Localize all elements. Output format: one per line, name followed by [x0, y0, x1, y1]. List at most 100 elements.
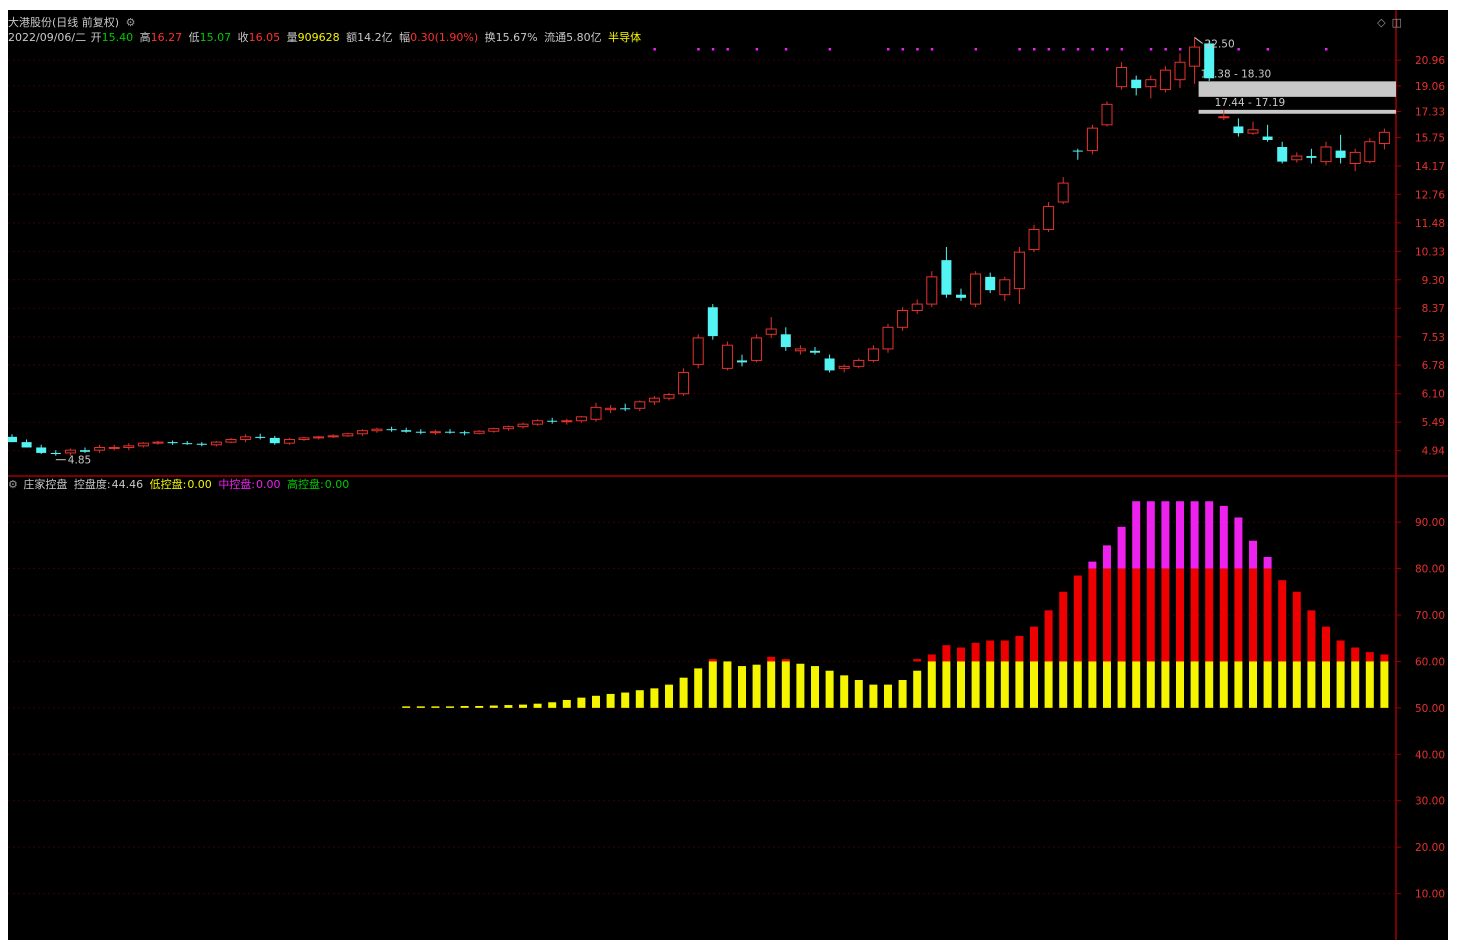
candle-body [327, 435, 339, 438]
candle-body [794, 348, 806, 352]
control-degree-bar [1088, 661, 1097, 708]
price-tick-label: 6.78 [1422, 360, 1445, 372]
diamond-icon[interactable]: ◇ [1377, 16, 1386, 29]
control-degree-bar [1365, 661, 1374, 708]
control-degree-bar [898, 680, 907, 708]
signal-dot [930, 48, 934, 51]
control-degree-bar [577, 697, 586, 708]
control-degree-bar [592, 695, 600, 708]
degree-label: 控盘度: [73, 478, 111, 491]
high-label: 高 [139, 31, 151, 44]
candle-body [356, 430, 368, 435]
candle-body [517, 423, 529, 428]
control-degree-bar [1132, 661, 1141, 708]
mid-control-bar [1322, 626, 1330, 662]
volume-value: 909628 [297, 31, 340, 44]
control-degree-bar [708, 661, 717, 708]
control-degree-bar [606, 693, 615, 708]
candle-body [342, 433, 354, 437]
candle-body [1057, 182, 1069, 203]
candle-body [985, 276, 996, 291]
control-degree-bar [446, 706, 454, 708]
control-degree-bar [723, 661, 732, 708]
candle-body [911, 303, 923, 312]
signal-dot [653, 48, 656, 51]
control-degree-bar [1030, 661, 1038, 708]
control-degree-bar [1176, 661, 1184, 708]
candle-body [1189, 46, 1201, 67]
control-degree-bar [694, 668, 703, 708]
high-control-bar [1103, 545, 1111, 569]
candle-body [459, 432, 470, 434]
control-degree-bar [1307, 661, 1316, 708]
mid-control-bar [1263, 568, 1272, 662]
candle-body [298, 437, 310, 440]
max-price-label: 22.50 [1205, 38, 1235, 50]
candle-body [678, 371, 690, 395]
settings-icon[interactable]: ⚙ [125, 16, 136, 29]
control-degree-bar [460, 706, 469, 708]
candle-body [269, 437, 280, 444]
candle-body [167, 442, 178, 444]
candle-body [1378, 131, 1390, 144]
price-tick-label: 15.75 [1415, 132, 1445, 144]
control-degree-bar [475, 706, 484, 708]
mid-control-bar [1219, 568, 1228, 662]
support-zone-label: 17.44 - 17.19 [1215, 97, 1286, 109]
candle-body [648, 397, 660, 403]
mid-control-bar [708, 659, 717, 662]
mid-control-bar [1292, 591, 1301, 662]
control-degree-bar [1103, 661, 1111, 708]
candle-body [473, 430, 485, 434]
indicator-title-row: ⚙ 庄家控盘 控盘度:44.46 低控盘:0.00 中控盘:0.00 高控盘:0… [8, 478, 352, 491]
mid-control-bar [1249, 568, 1257, 662]
control-degree-bar [519, 704, 527, 708]
indicator-tick-label: 60.00 [1415, 656, 1445, 668]
control-degree-bar [927, 661, 936, 708]
control-degree-bar [854, 680, 863, 708]
candle-body [1364, 141, 1376, 163]
stock-title[interactable]: 大港股份(日线 前复权) [8, 16, 120, 29]
control-degree-bar [1322, 661, 1330, 708]
chart-svg[interactable]: 20.96 19.06 17.33 15.75 14.17 12.76 11.48 10.33… [8, 10, 1448, 940]
signal-dot [1179, 48, 1182, 51]
candle-body [810, 350, 820, 353]
indicator-settings-icon[interactable]: ⚙ [8, 478, 18, 491]
signal-dot [1047, 48, 1051, 51]
max-pointer [1194, 37, 1203, 44]
candle-body [182, 443, 193, 445]
candle-body [561, 420, 573, 423]
mid-control-bar [1015, 635, 1024, 662]
control-degree-bar [767, 661, 776, 708]
price-tick-label: 8.37 [1422, 303, 1445, 315]
layout-icon[interactable]: ◫ [1391, 16, 1402, 29]
candle-body [1013, 251, 1025, 290]
candle-body [210, 441, 222, 446]
mid-control-bar [986, 640, 995, 662]
signal-dot [697, 48, 700, 51]
candle-body [1277, 147, 1288, 162]
control-degree-bar [825, 670, 834, 708]
turnover-value: 15.67% [495, 31, 538, 44]
candle-body [196, 443, 207, 445]
control-degree-bar [1161, 661, 1170, 708]
mid-control-bar [942, 645, 951, 662]
signal-dot [1149, 48, 1153, 51]
candle-body [575, 416, 587, 422]
high-control-bar [1146, 501, 1155, 569]
candle-body [371, 428, 383, 432]
control-degree-bar [840, 675, 849, 708]
open-value: 15.40 [101, 31, 134, 44]
candle-body [386, 429, 397, 431]
high-control-label: 高控盘: [287, 478, 324, 491]
indicator-name[interactable]: 庄家控盘 [23, 478, 68, 491]
candle-body [1072, 150, 1083, 152]
control-degree-bar [738, 666, 746, 708]
candle-body [429, 431, 441, 434]
support-zone [1198, 109, 1396, 114]
control-degree-bar [942, 661, 951, 708]
sector-label[interactable]: 半导体 [608, 31, 642, 44]
mid-control-bar [1307, 610, 1316, 662]
candle-body [1262, 136, 1273, 140]
control-degree-bar [796, 663, 805, 708]
